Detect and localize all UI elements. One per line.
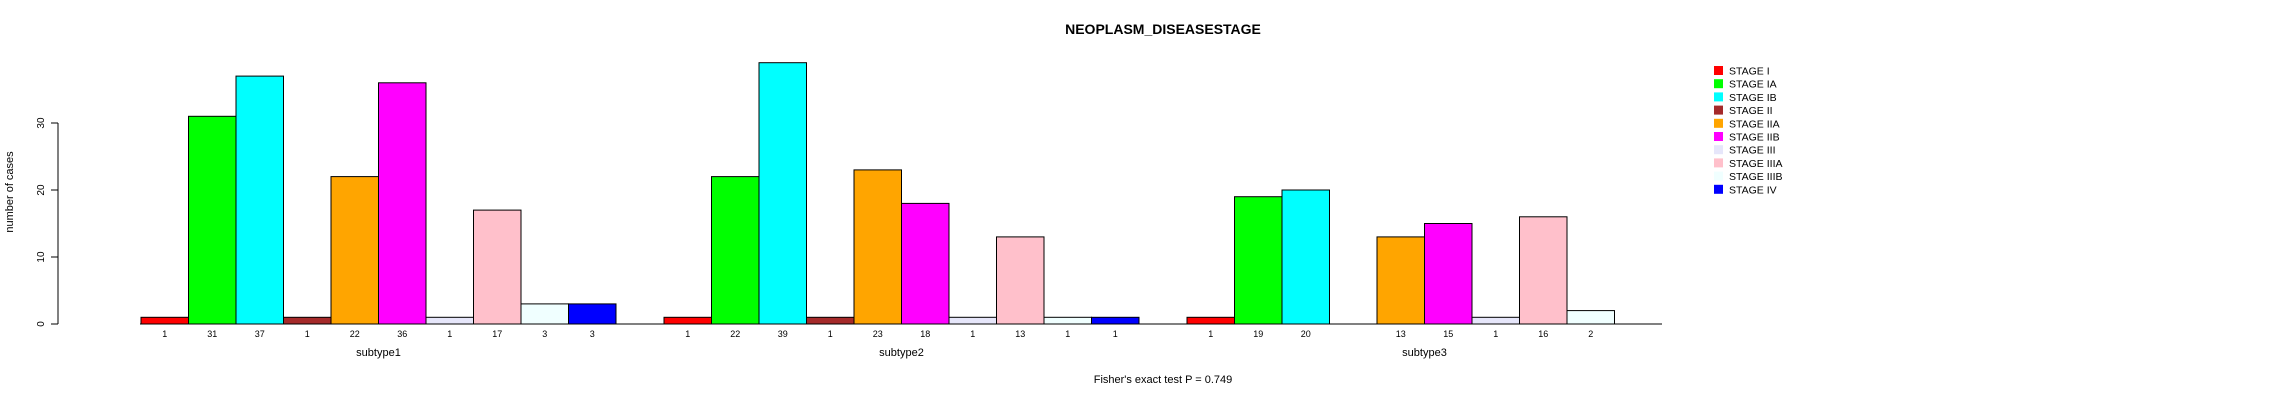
legend-swatch [1714, 132, 1723, 141]
legend-label: STAGE IV [1729, 184, 1777, 196]
bar-value-label: 1 [685, 329, 690, 339]
bar-subtype3-stage-i [1186, 316, 1235, 325]
y-tick-label: 30 [36, 117, 47, 129]
bar-subtype2-stage-iiib [1043, 316, 1092, 325]
bar-subtype2-stage-ia [711, 176, 760, 325]
bar-subtype1-stage-i [140, 316, 189, 325]
bar-value-label: 13 [1015, 329, 1025, 339]
legend-swatch [1714, 79, 1723, 89]
bar-value-label: 37 [255, 329, 265, 339]
bar-value-label: 1 [447, 329, 452, 339]
legend-label: STAGE II [1729, 105, 1773, 117]
bar-value-label: 1 [1113, 329, 1118, 339]
y-tick-label: 20 [36, 184, 47, 196]
group-label-subtype3: subtype3 [1402, 347, 1447, 359]
bar-subtype2-stage-ib [758, 62, 807, 325]
legend-swatch [1714, 184, 1723, 194]
bar-subtype3-stage-ib [1281, 189, 1330, 325]
bar-subtype3-stage-iib [1424, 223, 1473, 325]
legend-swatch [1714, 92, 1723, 102]
bar-value-label: 31 [207, 329, 217, 339]
bar-subtype1-stage-ia [188, 115, 237, 325]
bar-value-label: 39 [778, 329, 788, 339]
bar-value-label: 3 [542, 329, 547, 339]
y-tick-label: 10 [36, 251, 47, 263]
bar-value-label: 1 [162, 329, 167, 339]
bar-subtype2-stage-i [663, 316, 712, 325]
bar-value-label: 1 [1065, 329, 1070, 339]
bar-subtype2-stage-ii [806, 316, 855, 325]
bar-subtype1-stage-ib [235, 75, 284, 325]
group-labels: subtype1 subtype2 subtype3 [356, 347, 1447, 359]
bar-value-label: 2 [1588, 329, 1593, 339]
legend-swatch [1714, 66, 1723, 75]
bar-value-label: 15 [1443, 329, 1453, 339]
bar-subtype2-stage-iib [901, 202, 950, 325]
legend-label: STAGE IB [1729, 92, 1777, 104]
bar-subtype2-stage-iia [853, 169, 902, 325]
bar-value-label: 1 [970, 329, 975, 339]
bar-value-label: 20 [1301, 329, 1311, 339]
bar-subtype3-stage-iia [1376, 236, 1425, 325]
bar-subtype3-stage-iiib [1566, 310, 1615, 325]
bar-subtype1-stage-iv [568, 303, 617, 325]
bar-value-label: 18 [920, 329, 930, 339]
legend-label: STAGE I [1729, 66, 1770, 78]
bar-value-labels: 1 31 37 1 22 36 1 17 3 3 1 22 39 1 23 18 1 13 1 1 1 19 20 13 15 1… [162, 329, 1593, 339]
bar-subtype1-stage-iii [425, 316, 474, 325]
bar-value-label: 1 [1493, 329, 1498, 339]
bar-value-label: 17 [492, 329, 502, 339]
y-tick-label: 0 [36, 321, 47, 327]
legend-label: STAGE IIA [1729, 118, 1780, 130]
bar-subtype2-stage-iiia [996, 236, 1045, 325]
bar-subtype2-stage-iii [948, 316, 997, 325]
legend-label: STAGE III [1729, 145, 1775, 157]
bar-subtype1-stage-iia [330, 176, 379, 325]
bar-subtype1-stage-iiia [473, 209, 522, 325]
chart-title: NEOPLASM_DISEASESTAGE [1065, 21, 1261, 37]
bar-subtype1-stage-ii [283, 316, 332, 325]
legend-swatch [1714, 118, 1723, 128]
bar-value-label: 16 [1538, 329, 1548, 339]
bar-value-label: 13 [1396, 329, 1406, 339]
bar-value-label: 3 [590, 329, 595, 339]
bar-subtype3-stage-ia [1234, 196, 1283, 325]
bar-value-label: 1 [1208, 329, 1213, 339]
bar-value-label: 22 [350, 329, 360, 339]
legend-label: STAGE IA [1729, 79, 1777, 91]
bar-value-label: 1 [828, 329, 833, 339]
legend-label: STAGE IIB [1729, 132, 1780, 144]
group-label-subtype2: subtype2 [879, 347, 924, 359]
bar-value-label: 1 [305, 329, 310, 339]
bar-value-label: 23 [873, 329, 883, 339]
y-axis: 0 10 20 30 [36, 117, 59, 327]
bar-subtype3-stage-iiia [1519, 216, 1568, 325]
bar-value-label: 36 [397, 329, 407, 339]
bar-subtype1-stage-iib [378, 82, 427, 325]
legend-label: STAGE IIIB [1729, 171, 1782, 183]
legend-label: STAGE IIIA [1729, 158, 1782, 170]
group-label-subtype1: subtype1 [356, 347, 401, 359]
legend-swatch [1714, 105, 1723, 115]
bar-value-label: 22 [730, 329, 740, 339]
bar-subtype2-stage-iv [1091, 316, 1140, 325]
bar-value-label: 19 [1253, 329, 1263, 339]
legend-swatch [1714, 145, 1723, 155]
fisher-test-footnote: Fisher's exact test P = 0.749 [1094, 374, 1233, 386]
y-axis-label: number of cases [4, 151, 16, 233]
bar-subtype3-stage-iii [1471, 316, 1520, 325]
legend-swatch [1714, 158, 1723, 168]
bars-layer [140, 62, 1615, 325]
legend-swatch [1714, 171, 1723, 181]
bar-subtype1-stage-iiib [520, 303, 569, 325]
